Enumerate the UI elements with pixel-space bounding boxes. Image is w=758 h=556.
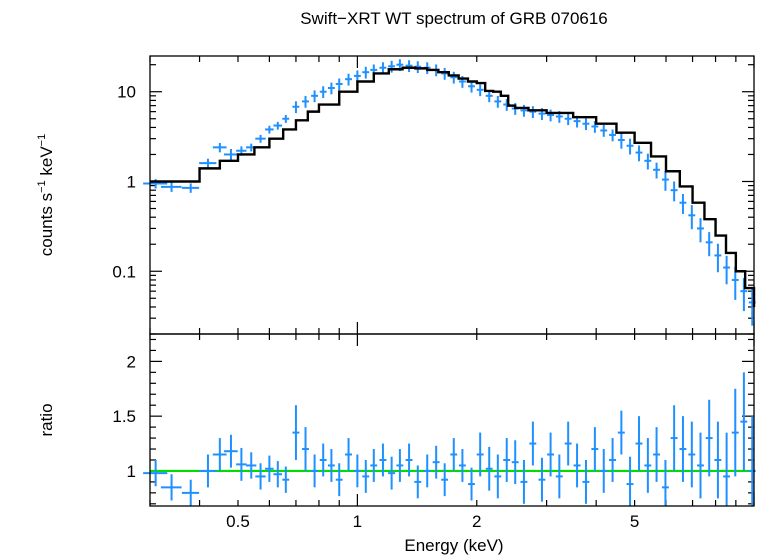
- y-tick-label: 1: [127, 462, 136, 481]
- ylabel-exponent-s: −1: [36, 180, 48, 193]
- spectrum-axes-frame: [149, 55, 755, 335]
- y-tick-label: 2: [127, 352, 136, 371]
- ratio-data-points: [143, 372, 756, 506]
- spectrum-tick-labels: 10 1 0.1: [112, 56, 755, 335]
- x-tick-label: 0.5: [226, 512, 250, 531]
- ylabel-exponent-kev: −1: [36, 134, 48, 147]
- y-tick-label: 10: [117, 83, 136, 102]
- ratio-y-axis-label: ratio: [37, 403, 56, 436]
- ratio-panel: 0.5 1 2 5 1 1.5 2: [112, 333, 756, 531]
- ylabel-kev: keV: [37, 146, 56, 181]
- spectrum-y-axis-label: counts s−1 keV−1: [36, 134, 56, 256]
- x-tick-label: 5: [630, 512, 639, 531]
- x-tick-label: 2: [472, 512, 481, 531]
- ratio-tick-labels: 0.5 1 2 5 1 1.5 2: [112, 334, 755, 531]
- y-tick-label: 1.5: [112, 407, 136, 426]
- chart-title: Swift−XRT WT spectrum of GRB 070616: [300, 9, 608, 28]
- model-line: [150, 66, 756, 307]
- spectrum-data-points: [143, 59, 756, 326]
- x-tick-label: 1: [353, 512, 362, 531]
- ratio-axes-frame: [149, 333, 755, 507]
- spectrum-model-curve: [150, 66, 756, 307]
- spectrum-panel: 10 1 0.1: [112, 55, 756, 335]
- y-tick-label: 0.1: [112, 262, 136, 281]
- ylabel-counts: counts s: [37, 193, 56, 256]
- y-tick-label: 1: [127, 172, 136, 191]
- x-axis-label: Energy (keV): [404, 536, 503, 555]
